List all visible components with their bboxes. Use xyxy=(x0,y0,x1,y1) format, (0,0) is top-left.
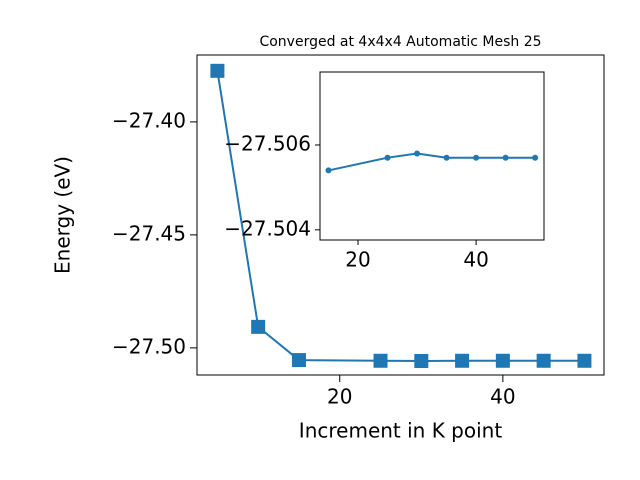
x-tick-label: 20 xyxy=(327,385,352,409)
y-tick-label: −27.506 xyxy=(224,131,311,155)
marker xyxy=(414,150,421,157)
marker xyxy=(373,353,388,368)
marker xyxy=(577,353,592,368)
marker xyxy=(325,167,332,174)
y-tick-label: −27.50 xyxy=(112,334,186,358)
marker xyxy=(414,353,429,368)
x-tick-label: 40 xyxy=(490,385,515,409)
plot-frame xyxy=(196,54,605,376)
y-tick-label: −27.45 xyxy=(112,221,186,245)
marker xyxy=(443,154,450,161)
marker xyxy=(384,154,391,161)
marker xyxy=(473,154,480,161)
plot-frame xyxy=(319,71,545,241)
marker xyxy=(455,353,470,368)
x-tick-label: 20 xyxy=(345,248,370,272)
marker xyxy=(532,154,539,161)
marker xyxy=(495,353,510,368)
x-tick-label: 40 xyxy=(463,248,488,272)
chart-title: Converged at 4x4x4 Automatic Mesh 25 xyxy=(259,34,541,50)
marker xyxy=(210,63,225,78)
marker xyxy=(536,353,551,368)
marker xyxy=(502,154,509,161)
y-tick-label: −27.40 xyxy=(112,108,186,132)
y-axis-label: Energy (eV) xyxy=(51,156,75,274)
y-tick-label: −27.504 xyxy=(224,216,311,240)
x-axis-label: Increment in K point xyxy=(299,419,503,443)
marker xyxy=(251,319,266,334)
marker xyxy=(291,353,306,368)
